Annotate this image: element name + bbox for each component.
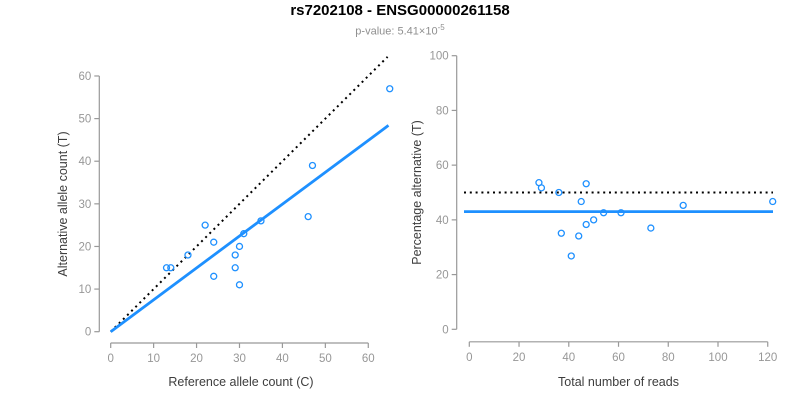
data-point <box>582 180 590 188</box>
x-tick-label: 50 <box>319 353 332 365</box>
identity-line <box>109 56 389 333</box>
y-tick-label: 0 <box>442 324 448 336</box>
y-tick-label: 40 <box>79 156 92 168</box>
y-tick-label: 30 <box>79 199 92 211</box>
y-tick-label: 40 <box>436 215 449 227</box>
y-tick-label: 100 <box>430 51 449 63</box>
data-point <box>537 184 546 192</box>
chart-subtitle: p-value: 5.41×10-5 <box>0 23 800 38</box>
x-tick-label: 60 <box>612 352 625 364</box>
y-axis-label: Alternative allele count (T) <box>56 131 70 276</box>
y-tick-label: 20 <box>79 241 92 253</box>
data-point <box>599 209 608 217</box>
data-point <box>617 209 625 217</box>
y-tick-label: 10 <box>79 284 92 296</box>
data-point <box>210 272 218 280</box>
data-point <box>231 251 239 259</box>
data-point <box>240 230 248 238</box>
x-tick-label: 30 <box>233 353 246 365</box>
data-point <box>231 264 239 272</box>
x-tick-label: 80 <box>662 352 675 364</box>
x-tick-label: 20 <box>190 353 203 365</box>
data-point <box>582 220 590 229</box>
p-value-exponent: -5 <box>437 23 445 32</box>
data-point <box>162 264 171 272</box>
x-tick-label: 0 <box>107 353 113 365</box>
data-point <box>575 232 583 240</box>
data-point <box>679 201 687 210</box>
left-scatter-panel: 0 10 20 30 40 50 60 0 10 20 30 40 50 60 Reference alle… <box>56 56 394 389</box>
data-point <box>567 252 575 260</box>
data-point <box>769 197 777 206</box>
y-tick-label: 0 <box>85 327 91 339</box>
y-tick-label: 80 <box>436 105 449 117</box>
right-scatter-panel: 0 20 40 60 80 100 0 20 40 60 80 100 120 Total number … <box>410 51 777 389</box>
x-axis-label: Reference allele count (C) <box>168 375 313 389</box>
y-tick-label: 20 <box>436 270 449 282</box>
data-point <box>184 251 192 259</box>
y-tick-label: 60 <box>79 71 92 83</box>
data-point <box>235 281 244 289</box>
data-point <box>308 161 317 170</box>
x-tick-label: 100 <box>708 352 727 364</box>
x-tick-label: 40 <box>276 353 289 365</box>
data-point <box>257 217 265 225</box>
data-point <box>235 242 244 251</box>
data-point <box>557 229 565 237</box>
data-point <box>304 212 312 221</box>
x-axis-label: Total number of reads <box>558 375 679 389</box>
chart-title: rs7202108 - ENSG00000261158 <box>290 2 510 19</box>
y-tick-label: 60 <box>436 160 449 172</box>
data-point <box>577 197 585 206</box>
x-tick-label: 120 <box>758 352 777 364</box>
data-point <box>201 221 209 229</box>
data-point <box>590 216 598 224</box>
x-tick-label: 10 <box>147 353 160 365</box>
x-tick-label: 0 <box>466 352 472 364</box>
x-tick-label: 40 <box>562 352 575 364</box>
p-value-text: p-value: 5.41×10 <box>355 25 438 38</box>
regression-line <box>109 124 390 333</box>
x-tick-label: 20 <box>513 352 526 364</box>
data-point <box>647 224 655 232</box>
data-point <box>210 238 218 246</box>
data-point <box>167 264 175 272</box>
data-point <box>555 188 563 197</box>
y-axis-label: Percentage alternative (T) <box>410 120 424 265</box>
x-tick-label: 60 <box>362 353 375 365</box>
y-tick-label: 50 <box>79 114 92 126</box>
data-point <box>386 85 394 93</box>
